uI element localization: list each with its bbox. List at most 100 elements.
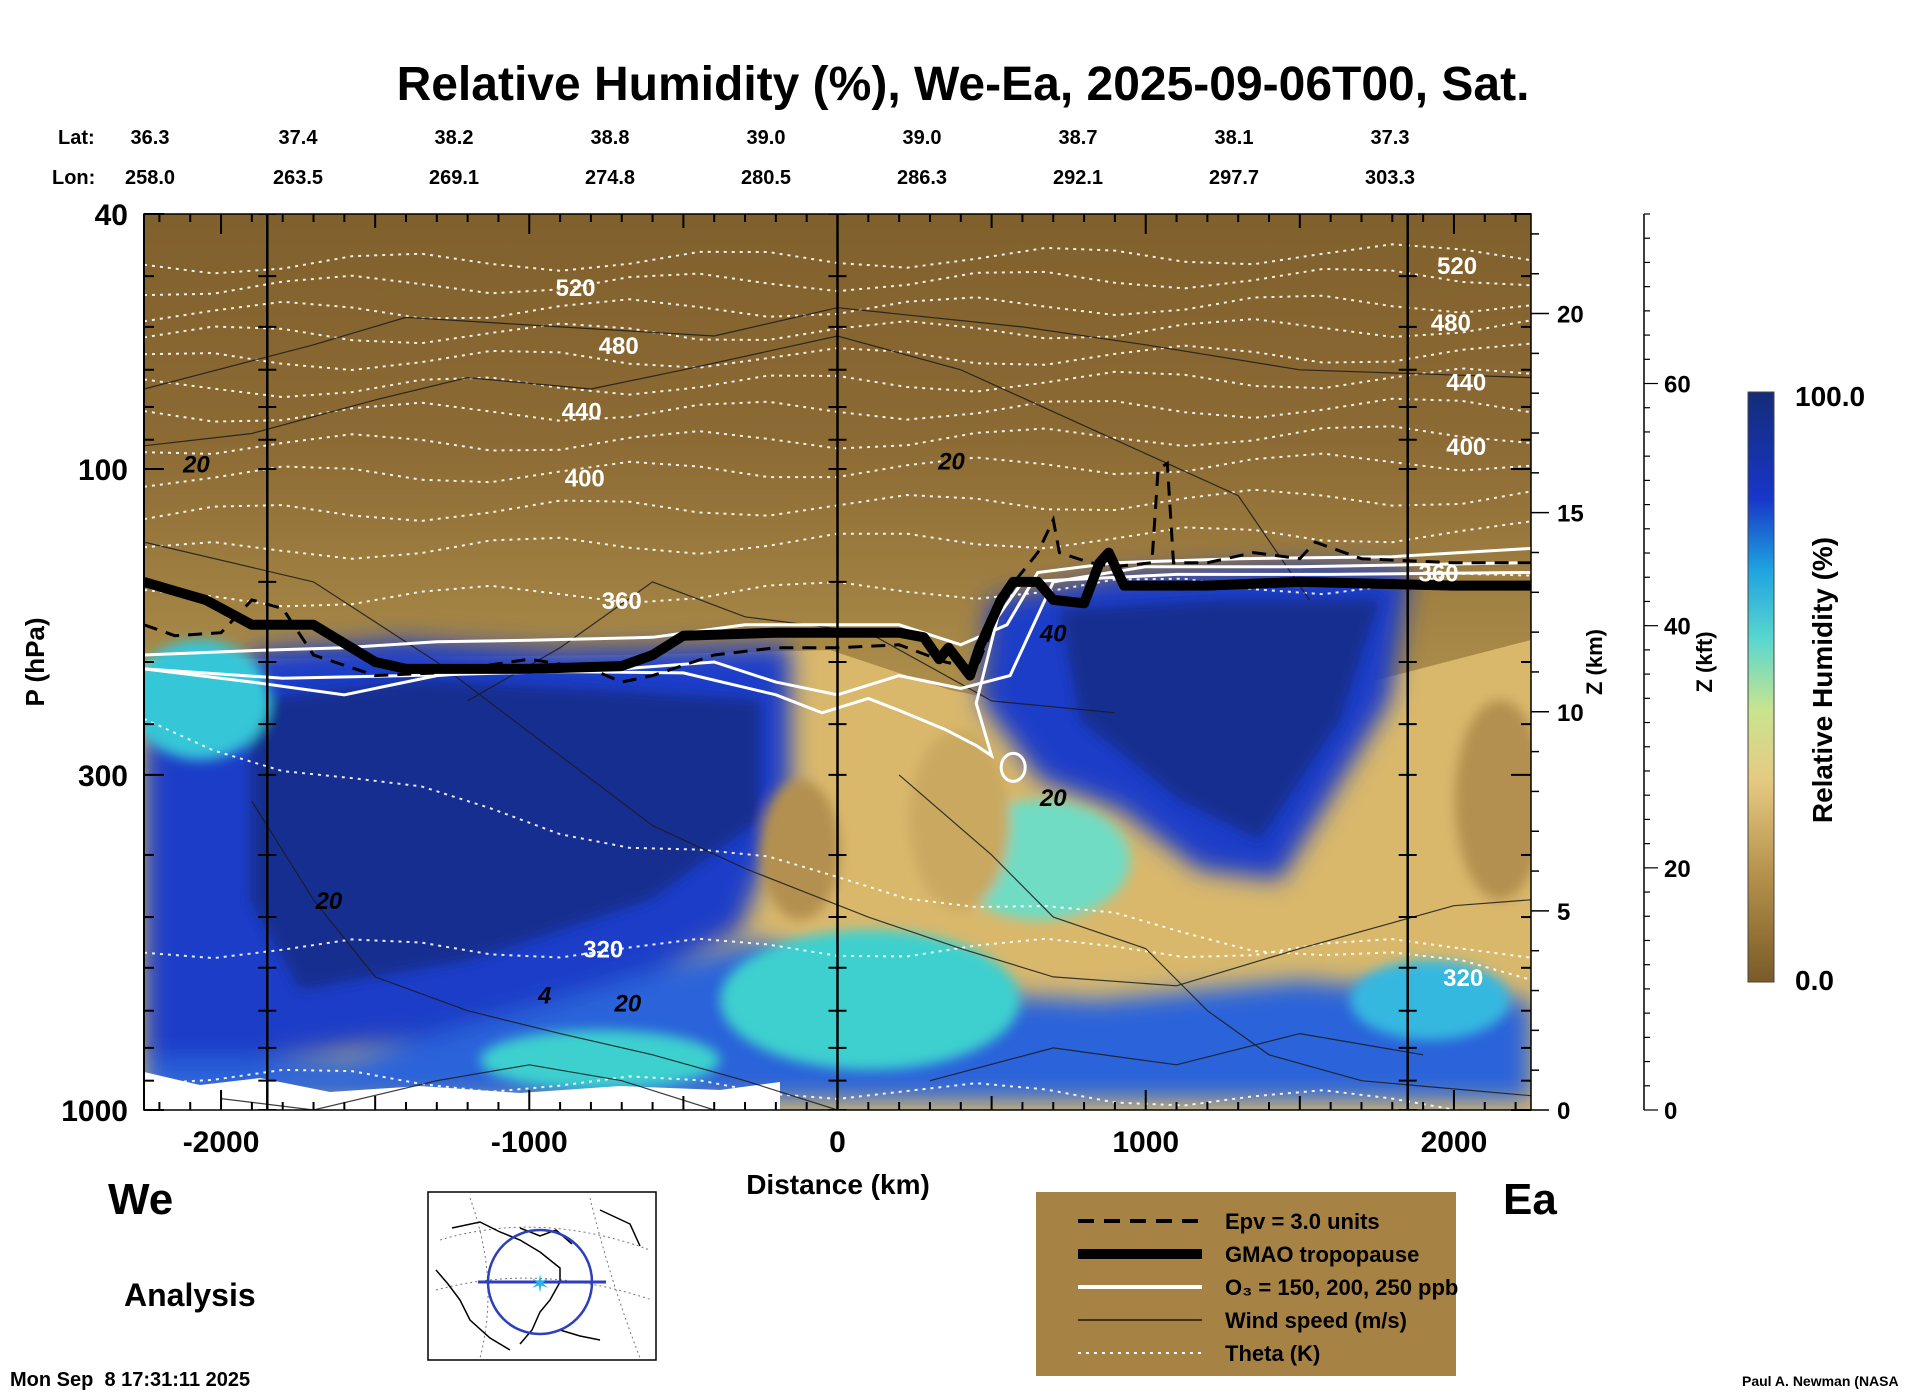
wind-contour bbox=[251, 801, 838, 1110]
legend-label: Wind speed (m/s) bbox=[1225, 1308, 1407, 1333]
west-end-label: We bbox=[108, 1175, 173, 1224]
lat-value: 38.7 bbox=[1059, 127, 1098, 149]
z-kft-tick-label: 40 bbox=[1664, 614, 1691, 641]
locator-map: ✶ bbox=[427, 1191, 657, 1361]
distance-tick-label: -2000 bbox=[183, 1126, 260, 1159]
lat-value: 37.3 bbox=[1371, 127, 1410, 149]
wind-contour bbox=[144, 307, 1531, 390]
wind-speed-label: 20 bbox=[182, 451, 210, 478]
y-axis-label: P (hPa) bbox=[20, 617, 50, 706]
timestamp: Mon Sep 8 17:31:11 2025 bbox=[10, 1369, 250, 1391]
lat-value: 38.8 bbox=[591, 127, 630, 149]
rh-missing-data-strip bbox=[144, 1072, 780, 1110]
theta-label: 440 bbox=[1446, 369, 1486, 396]
theta-label: 520 bbox=[1437, 253, 1477, 280]
wind-speed-label: 20 bbox=[1039, 785, 1067, 812]
theta-label: 360 bbox=[1419, 560, 1459, 587]
wind-contour bbox=[144, 335, 1310, 601]
rh-dry-pocket-center bbox=[760, 780, 840, 920]
locator-map-frame bbox=[427, 1191, 657, 1361]
rh-dry-pocket-east bbox=[1455, 700, 1531, 900]
z-km-tick-label: 0 bbox=[1557, 1098, 1570, 1125]
latlon-header: Lat: Lon: 36.3 37.4 38.2 38.8 39.0 39.0 38.7 38… bbox=[52, 127, 1415, 189]
wind-contour bbox=[467, 581, 1115, 714]
pressure-tick-label: 300 bbox=[78, 760, 128, 793]
theta-label: 320 bbox=[583, 937, 623, 964]
distance-tick-label: 2000 bbox=[1421, 1126, 1488, 1159]
chart-title: Relative Humidity (%), We-Ea, 2025-09-06… bbox=[397, 58, 1530, 111]
wind-speed-label: 4 bbox=[537, 982, 551, 1009]
author-credit: Paul A. Newman (NASA bbox=[1742, 1373, 1899, 1389]
z-km-tick-label: 10 bbox=[1557, 700, 1584, 727]
lat-value: 39.0 bbox=[747, 127, 786, 149]
z-km-axis-label: Z (km) bbox=[1582, 629, 1607, 695]
wind-contour bbox=[929, 1032, 1424, 1082]
theta-label: 520 bbox=[555, 275, 595, 302]
lat-value: 37.4 bbox=[279, 127, 319, 149]
east-end-label: Ea bbox=[1503, 1175, 1557, 1224]
lat-label: Lat: bbox=[58, 127, 95, 149]
lon-value: 280.5 bbox=[741, 167, 791, 189]
pressure-tick-label: 40 bbox=[95, 199, 128, 232]
colorbar-title: Relative Humidity (%) bbox=[1807, 537, 1838, 823]
wind-speed-label: 40 bbox=[1039, 621, 1067, 648]
rh-transition-east bbox=[1350, 960, 1510, 1040]
lon-value: 263.5 bbox=[273, 167, 323, 189]
wind-contour bbox=[898, 774, 1531, 1097]
wind-contour bbox=[221, 1064, 715, 1110]
map-center-star-icon: ✶ bbox=[530, 1270, 550, 1298]
legend: Epv = 3.0 units GMAO tropopause O₃ = 150, … bbox=[1036, 1192, 1458, 1376]
rh-dry-pocket-mid bbox=[910, 730, 1010, 910]
z-kft-tick-label: 20 bbox=[1664, 856, 1691, 883]
lon-value: 269.1 bbox=[429, 167, 479, 189]
colorbar-min-label: 0.0 bbox=[1795, 965, 1834, 996]
pressure-tick-label: 1000 bbox=[61, 1095, 128, 1128]
legend-label: GMAO tropopause bbox=[1225, 1242, 1419, 1267]
rh-transition-low bbox=[480, 1030, 720, 1090]
rh-humid-core-west bbox=[250, 680, 760, 990]
theta-label: 400 bbox=[1446, 434, 1486, 461]
colorbar: 100.0 0.0 Relative Humidity (%) bbox=[1747, 381, 1865, 996]
o3-contour bbox=[999, 751, 1027, 783]
theta-label: 400 bbox=[565, 465, 605, 492]
theta-label: 480 bbox=[599, 333, 639, 360]
map-coastlines bbox=[435, 1209, 641, 1351]
z-kft-axis: 0 20 40 60 bbox=[1643, 213, 1691, 1125]
colorbar-max-label: 100.0 bbox=[1795, 381, 1865, 412]
distance-tick-label: 0 bbox=[829, 1126, 846, 1159]
z-km-tick-label: 15 bbox=[1557, 501, 1584, 528]
wind-contour bbox=[144, 541, 1531, 987]
x-axis-label: Distance (km) bbox=[746, 1169, 930, 1200]
lon-value: 297.7 bbox=[1209, 167, 1259, 189]
z-kft-axis-label: Z (kft) bbox=[1692, 631, 1717, 692]
lon-value: 274.8 bbox=[585, 167, 635, 189]
rh-humid-core-east bbox=[1060, 600, 1380, 840]
distance-axis: -2000 -1000 0 1000 2000 bbox=[158, 214, 1517, 1159]
z-kft-tick-label: 60 bbox=[1664, 372, 1691, 399]
pressure-axis: 40 100 300 1000 bbox=[61, 199, 1531, 1128]
rh-transition-mid bbox=[720, 930, 1020, 1070]
lat-value: 38.1 bbox=[1215, 127, 1254, 149]
wind-speed-label: 20 bbox=[315, 888, 343, 915]
wind-speed-label: 20 bbox=[937, 449, 965, 476]
epv-contour bbox=[144, 460, 1531, 684]
lon-value: 303.3 bbox=[1365, 167, 1415, 189]
lat-value: 36.3 bbox=[131, 127, 170, 149]
theta-label: 360 bbox=[602, 588, 642, 615]
legend-label: Epv = 3.0 units bbox=[1225, 1209, 1380, 1234]
z-km-axis: 0 5 10 15 20 bbox=[1531, 233, 1584, 1125]
rh-transition-west bbox=[144, 640, 270, 760]
distance-tick-label: 1000 bbox=[1112, 1126, 1179, 1159]
lon-label: Lon: bbox=[52, 167, 95, 189]
z-km-tick-label: 5 bbox=[1557, 899, 1570, 926]
legend-label: O₃ = 150, 200, 250 ppb bbox=[1225, 1275, 1458, 1300]
theta-contour bbox=[144, 717, 1531, 981]
lon-value: 258.0 bbox=[125, 167, 175, 189]
z-km-tick-label: 20 bbox=[1557, 302, 1584, 329]
gmao-tropopause-line bbox=[144, 547, 1531, 681]
lon-value: 286.3 bbox=[897, 167, 947, 189]
distance-tick-label: -1000 bbox=[491, 1126, 568, 1159]
colorbar-gradient bbox=[1747, 391, 1775, 983]
